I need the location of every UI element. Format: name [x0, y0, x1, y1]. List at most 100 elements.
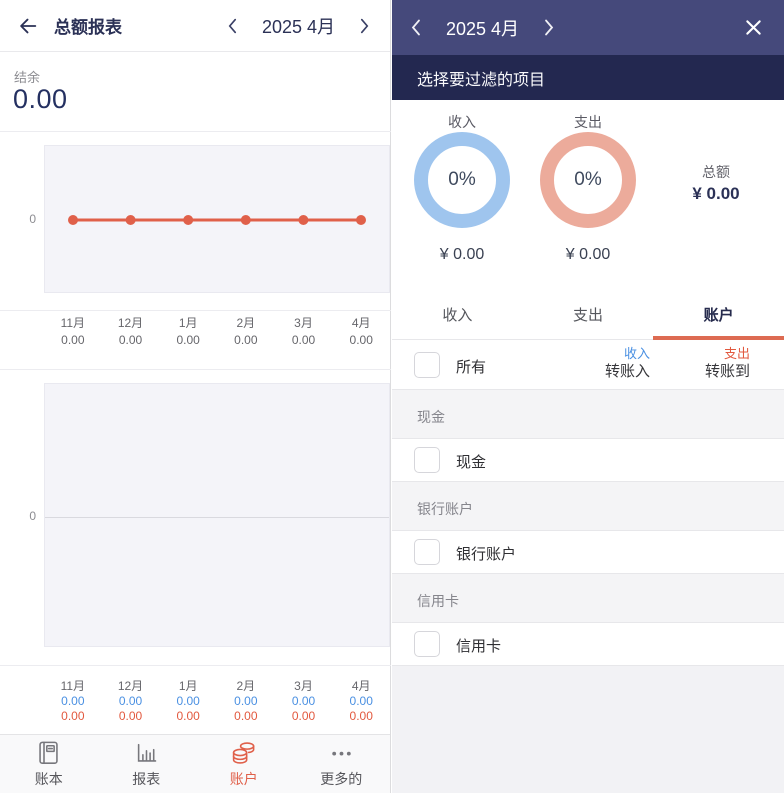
bank-checkbox[interactable]	[414, 539, 440, 565]
y-axis-zero-label: 0	[29, 509, 36, 523]
balance-month-summary: 11月 0.00 12月 0.00 1月 0.00 2月 0.00 3月 0.00 4月 0…	[44, 315, 390, 349]
select-all-row[interactable]: 所有 收入 转账入 支出 转账到	[392, 340, 784, 390]
active-tab-underline	[653, 336, 784, 340]
chevron-left-icon	[228, 18, 237, 34]
expense-donut-ring: 0%	[540, 132, 636, 228]
expense-value: 0.00	[234, 709, 258, 723]
account-row-cash[interactable]: 现金	[392, 438, 784, 482]
y-axis-zero-label: 0	[29, 212, 36, 226]
month-label: 1月	[178, 316, 198, 330]
summary-column: 3月 0.00 0.00	[275, 678, 333, 724]
filter-dialog-header: 2025 4月	[392, 0, 784, 55]
income-percent: 0%	[448, 169, 476, 190]
summary-column: 2月 0.00	[217, 315, 275, 349]
balance-value: 0.00	[13, 84, 68, 114]
income-donut-label: 收入	[448, 114, 476, 130]
summary-column: 1月 0.00 0.00	[159, 678, 217, 724]
balance-line-chart	[44, 145, 390, 293]
account-row-credit-card[interactable]: 信用卡	[392, 622, 784, 666]
transfer-out-column: 支出 转账到	[705, 346, 750, 382]
filter-dialog-subheader: 选择要过滤的项目	[392, 55, 784, 100]
zero-gridline	[45, 517, 389, 518]
back-arrow-icon	[20, 18, 37, 33]
next-month-button[interactable]	[359, 17, 370, 35]
summary-column: 4月 0.00	[332, 315, 390, 349]
line-chart-plot	[68, 215, 366, 225]
month-label: 1月	[178, 679, 198, 693]
month-label: 11月	[60, 679, 86, 693]
section-header-label: 信用卡	[417, 593, 459, 609]
expense-value: 0.00	[291, 709, 316, 723]
month-label: 2月	[236, 679, 256, 693]
nav-item-reports[interactable]: 报表	[98, 735, 196, 793]
period-selector: 2025 4月	[227, 0, 370, 52]
nav-label: 报表	[132, 771, 161, 787]
month-label: 12月	[117, 679, 144, 693]
select-all-label: 所有	[456, 359, 487, 376]
summary-column: 2月 0.00 0.00	[217, 678, 275, 724]
month-value: 0.00	[61, 333, 85, 347]
period-label[interactable]: 2025 4月	[446, 18, 520, 39]
ledger-book-icon	[39, 741, 58, 764]
bottom-navigation: 账本 报表 账户 更多的	[0, 734, 390, 793]
income-value: 0.00	[349, 694, 373, 708]
income-column-header: 收入	[623, 346, 650, 361]
month-value: 0.00	[349, 333, 373, 347]
nav-label: 账本	[34, 771, 63, 787]
expense-column-header: 支出	[723, 346, 750, 361]
transfer-in-column: 收入 转账入	[605, 346, 650, 382]
chevron-left-icon	[411, 19, 420, 36]
income-value: 0.00	[61, 694, 85, 708]
close-button[interactable]	[740, 15, 766, 41]
section-header-cash: 现金	[392, 390, 784, 438]
income-amount: ¥ 0.00	[439, 246, 485, 263]
back-button[interactable]	[14, 12, 42, 40]
total-amount: ¥ 0.00	[692, 184, 740, 203]
month-label: 3月	[294, 316, 313, 330]
month-label: 11月	[60, 316, 86, 330]
close-icon	[745, 20, 761, 35]
next-month-button[interactable]	[543, 18, 555, 37]
prev-month-button[interactable]	[227, 17, 238, 35]
month-label: 3月	[294, 679, 313, 693]
nav-item-accounts[interactable]: 账户	[195, 735, 293, 793]
month-label: 2月	[236, 316, 256, 330]
chevron-right-icon	[545, 19, 554, 36]
page-title: 总额报表	[54, 18, 122, 37]
expense-amount: ¥ 0.00	[565, 246, 611, 263]
select-all-checkbox[interactable]	[414, 352, 440, 378]
tab-income[interactable]: 收入	[442, 307, 473, 324]
coins-icon	[233, 742, 255, 764]
income-expense-bar-chart	[44, 383, 390, 647]
account-row-bank[interactable]: 银行账户	[392, 530, 784, 574]
expense-donut-label: 支出	[574, 114, 602, 130]
report-header: 总额报表 2025 4月	[0, 0, 390, 52]
nav-label: 更多的	[320, 771, 363, 787]
total-label: 总额	[702, 164, 730, 180]
nav-item-more[interactable]: 更多的	[293, 735, 391, 793]
account-row-label: 银行账户	[456, 546, 517, 563]
balance-label: 结余	[14, 70, 41, 85]
credit-card-checkbox[interactable]	[414, 631, 440, 657]
cash-checkbox[interactable]	[414, 447, 440, 473]
summary-column: 12月 0.00	[102, 315, 160, 349]
prev-month-button[interactable]	[410, 18, 422, 37]
report-panel: 总额报表 2025 4月 结余 0.00 0 11月 0.00 12月 0.00	[0, 0, 391, 793]
tab-expense[interactable]: 支出	[573, 307, 604, 324]
tab-account[interactable]: 账户	[703, 307, 734, 324]
summary-column: 3月 0.00	[275, 315, 333, 349]
bar-chart-icon	[137, 743, 157, 762]
section-header-label: 现金	[417, 409, 445, 425]
transfer-out-label: 转账到	[704, 363, 750, 380]
nav-item-ledger[interactable]: 账本	[0, 735, 98, 793]
month-label: 4月	[351, 679, 371, 693]
month-value: 0.00	[234, 333, 258, 347]
divider	[0, 369, 391, 370]
expense-percent: 0%	[574, 169, 602, 190]
account-row-label: 信用卡	[456, 638, 502, 655]
period-label[interactable]: 2025 4月	[261, 17, 335, 37]
nav-label: 账户	[229, 771, 258, 787]
expense-value: 0.00	[349, 709, 373, 723]
month-label: 12月	[117, 316, 144, 330]
expense-value: 0.00	[118, 709, 143, 723]
